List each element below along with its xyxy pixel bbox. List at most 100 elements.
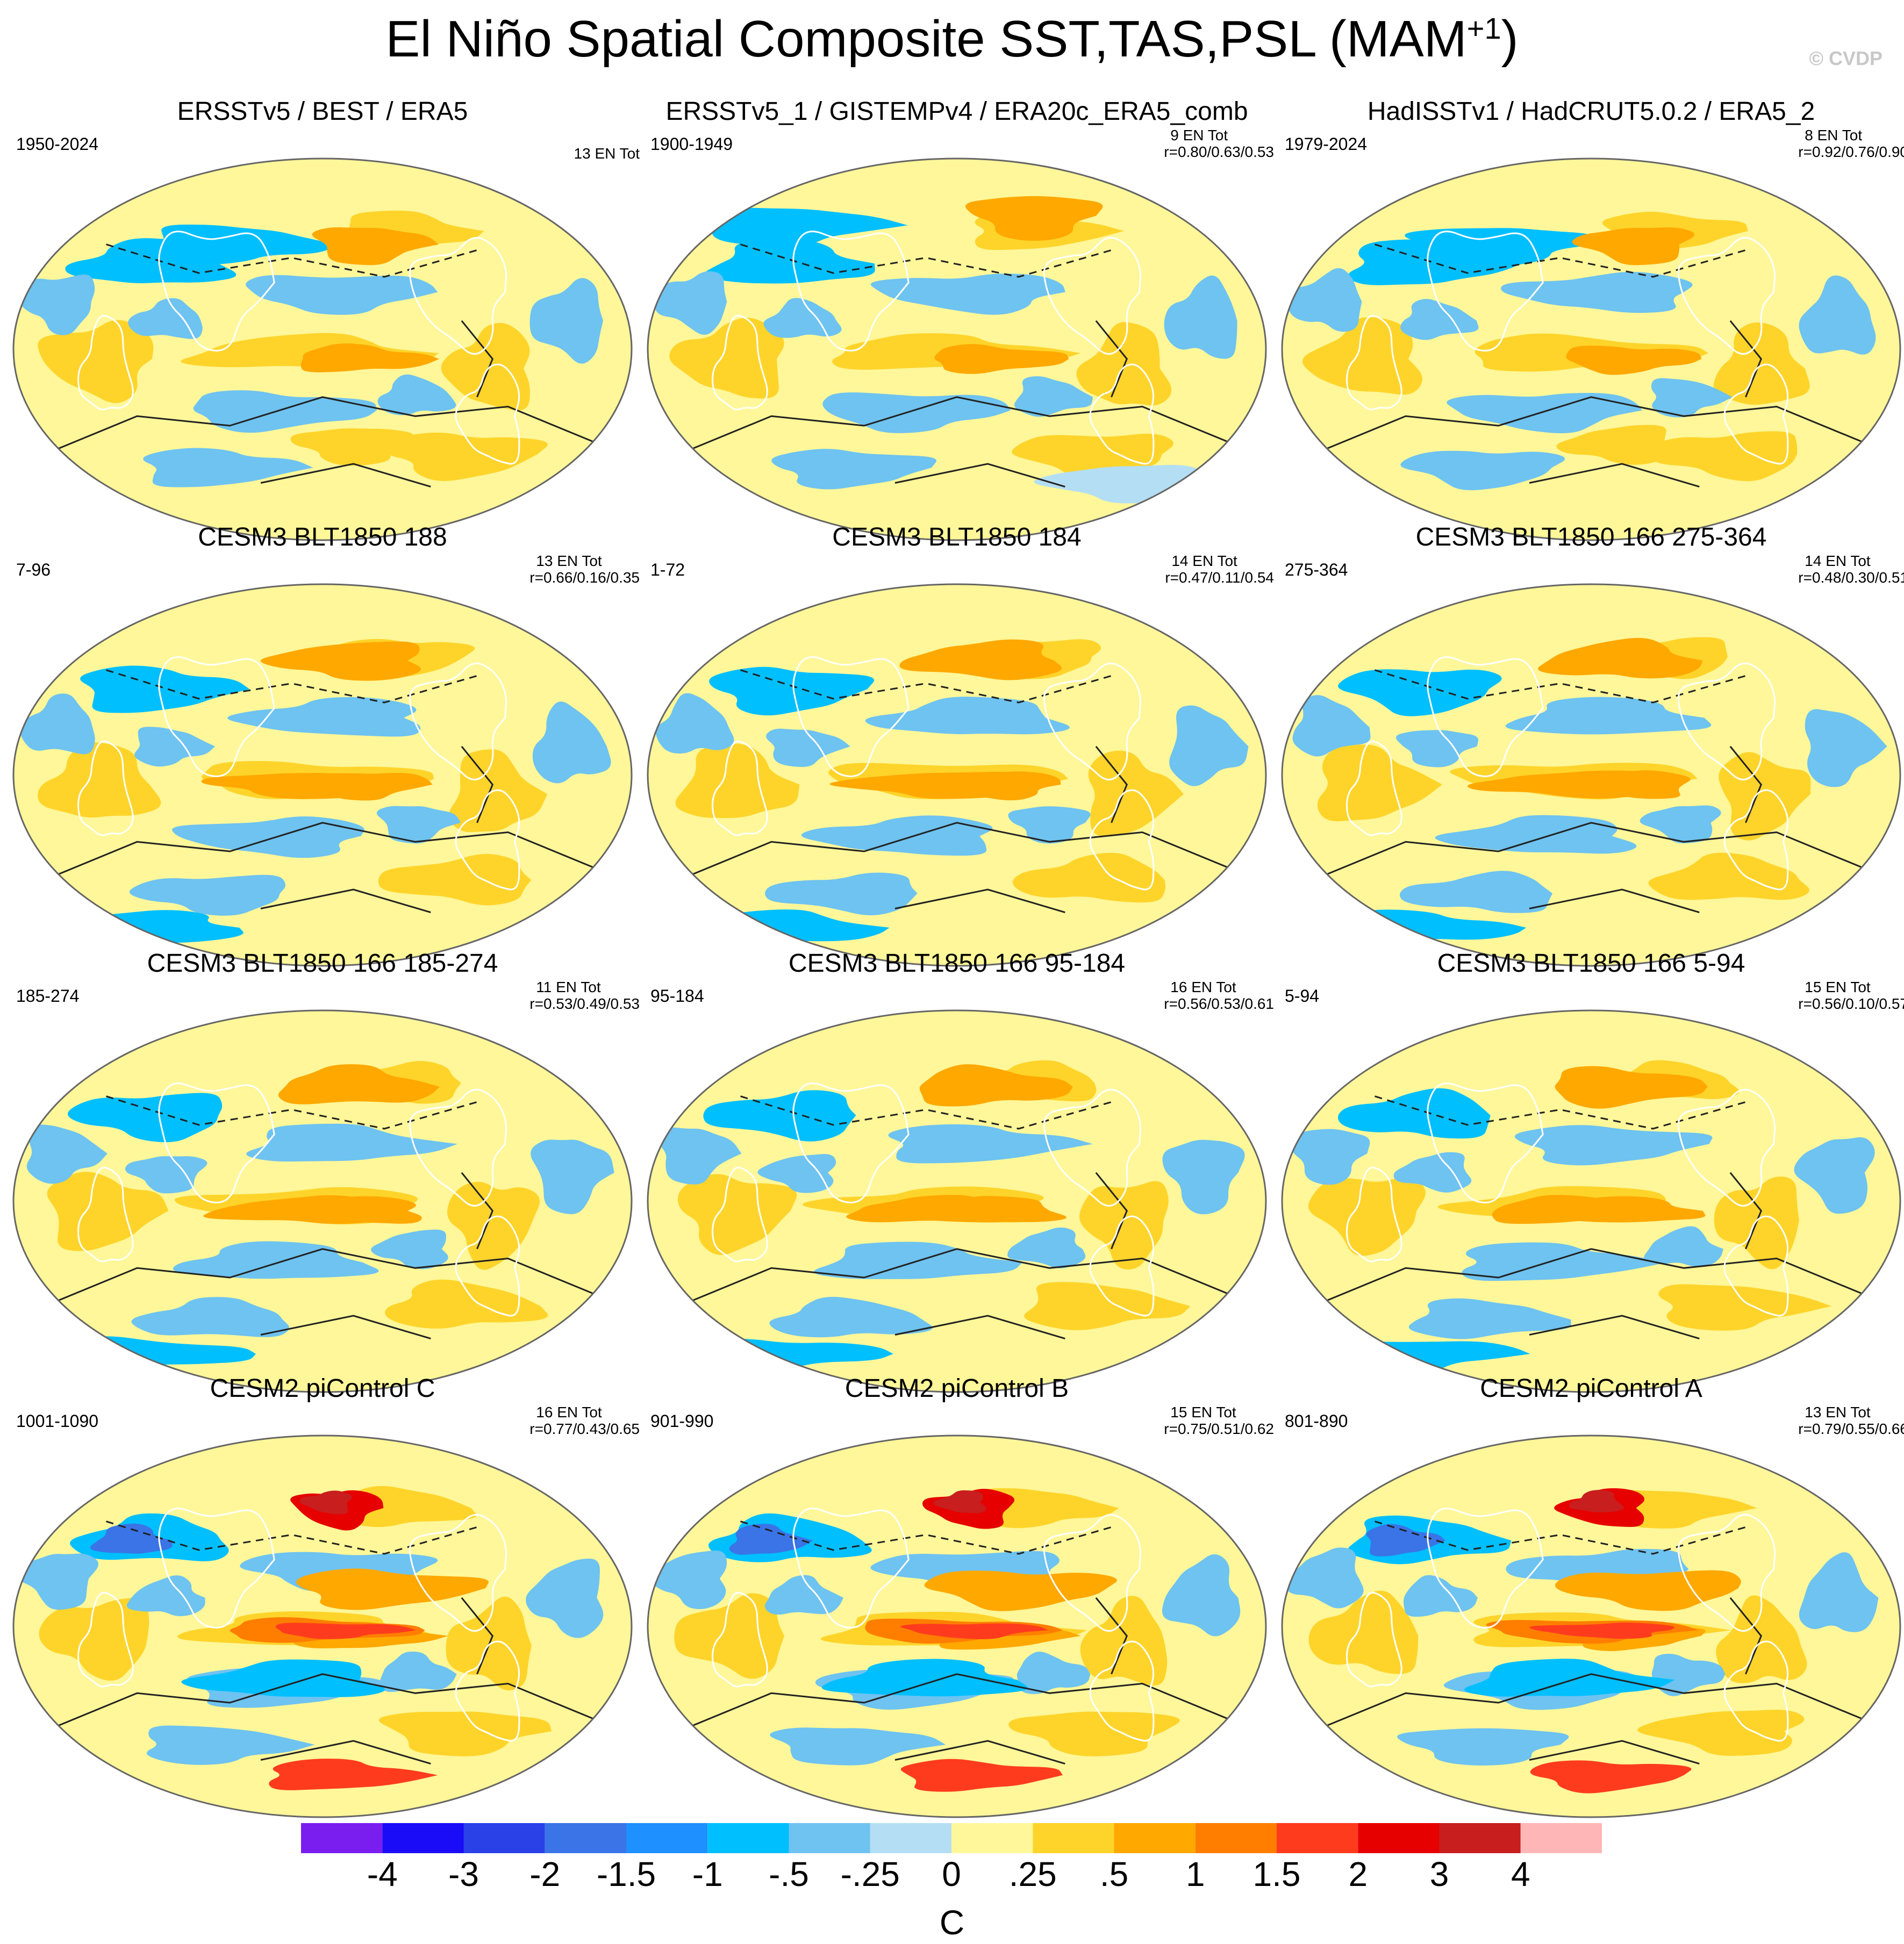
event-count: 8 EN Tot: [1805, 127, 1863, 144]
colorbar-tick-label: 0: [942, 1855, 961, 1893]
psl-contour: [260, 888, 431, 914]
panel-stats: 16 EN Tot r=0.77/0.43/0.65: [529, 1404, 640, 1437]
anomaly-region: [709, 666, 875, 716]
anomaly-region: [20, 693, 95, 755]
anomaly-region: [1014, 376, 1093, 417]
anomaly-region: [965, 196, 1103, 241]
colorbar-tick-label: .5: [1099, 1855, 1129, 1893]
event-count: 14 EN Tot: [1805, 553, 1871, 569]
pattern-correlation: r=0.56/0.53/0.61: [1164, 995, 1274, 1012]
coastline: [77, 1591, 134, 1688]
coastline: [77, 314, 134, 411]
coastline: [1723, 1640, 1789, 1742]
title-superscript: +1: [1466, 11, 1501, 45]
anomaly-region: [771, 449, 937, 490]
anomaly-region: [1651, 1654, 1726, 1696]
anomaly-region: [1024, 1282, 1191, 1330]
psl-contour: [894, 1740, 1065, 1765]
anomaly-region: [300, 343, 439, 372]
psl-contour: [1529, 463, 1700, 488]
psl-contour: [740, 243, 1112, 278]
map-border: [647, 1009, 1267, 1393]
anomaly-region: [757, 1154, 836, 1193]
colorbar-swatch: [707, 1823, 789, 1853]
anomaly-region: [1408, 1298, 1571, 1339]
event-count: 9 EN Tot: [1170, 127, 1228, 144]
map-panel: CESM2 piControl B 901-990 15 EN Tot r=0.75/…: [640, 1374, 1274, 1818]
psl-contour: [894, 463, 1065, 488]
panel-period: 1-72: [650, 560, 685, 579]
robinson-map: [1281, 1434, 1901, 1818]
anomaly-region: [677, 1174, 797, 1255]
panel-title: ERSSTv5 / BEST / ERA5: [177, 97, 468, 126]
anomaly-region: [669, 318, 784, 399]
psl-contour: [678, 1673, 1236, 1732]
event-count: 15 EN Tot: [1170, 1404, 1236, 1421]
map-border: [647, 157, 1267, 541]
anomaly-region: [765, 872, 918, 915]
anomaly-region: [290, 428, 414, 466]
panel-title: HadISSTv1 / HadCRUT5.0.2 / ERA5_2: [1367, 97, 1815, 126]
psl-contour: [1529, 1740, 1700, 1765]
coastline: [409, 236, 507, 355]
anomaly-region: [934, 344, 1069, 374]
anomaly-region: [384, 1279, 548, 1329]
anomaly-region: [19, 274, 95, 335]
colorbar: [301, 1823, 1602, 1853]
coastline: [1089, 1215, 1155, 1317]
psl-contour: [1375, 669, 1746, 704]
coastline: [1043, 1513, 1142, 1632]
psl-contour: [106, 1095, 477, 1130]
anomaly-region: [1338, 669, 1502, 716]
anomaly-region: [1400, 450, 1565, 491]
event-count: 13 EN Tot: [1805, 1404, 1871, 1421]
colorbar-swatch: [789, 1823, 870, 1853]
anomaly-region: [1405, 228, 1597, 266]
pattern-correlation: r=0.75/0.51/0.62: [1164, 1421, 1274, 1437]
colorbar-unit: C: [939, 1903, 965, 1942]
pattern-correlation: r=0.48/0.30/0.51: [1798, 569, 1904, 586]
event-count: 14 EN Tot: [1171, 553, 1237, 569]
coastline: [409, 1088, 507, 1207]
psl-contour: [260, 1740, 431, 1765]
psl-contour: [1095, 745, 1128, 823]
anomaly-region: [1644, 1226, 1723, 1267]
psl-contour: [740, 669, 1112, 704]
robinson-map: [12, 1434, 633, 1818]
panel-title: CESM3 BLT1850 184: [832, 523, 1082, 551]
pattern-correlation: r=0.77/0.43/0.65: [529, 1421, 640, 1437]
panel-period: 185-274: [16, 986, 80, 1006]
anomaly-region: [766, 728, 850, 767]
anomaly-region: [129, 874, 286, 916]
panel-period: 1900-1949: [650, 134, 733, 154]
colorbar-tick-label: -.25: [840, 1855, 900, 1893]
panel-period: 901-990: [650, 1411, 714, 1431]
psl-contour: [461, 1172, 494, 1250]
main-title: El Niño Spatial Composite SST,TAS,PSL (M…: [0, 10, 1904, 69]
psl-contour: [106, 243, 477, 278]
event-count: 16 EN Tot: [1170, 979, 1236, 995]
coastline: [1043, 1088, 1142, 1207]
map-border: [1281, 1434, 1901, 1818]
anomaly-region: [1012, 852, 1166, 903]
colorbar-tick-label: -.5: [769, 1855, 809, 1893]
colorbar-tick-label: -1: [692, 1855, 723, 1893]
panel-period: 1979-2024: [1285, 134, 1368, 154]
anomaly-region: [933, 1490, 986, 1513]
anomaly-region: [657, 1127, 742, 1185]
event-count: 13 EN Tot: [536, 553, 602, 569]
map-border: [1281, 1009, 1901, 1393]
panel-title: CESM2 piControl A: [1480, 1374, 1702, 1403]
colorbar-tick-label: -1.5: [596, 1855, 656, 1893]
anomaly-region: [128, 298, 203, 339]
psl-contour: [44, 1248, 602, 1307]
robinson-map: [647, 157, 1267, 541]
anomaly-region: [1799, 1552, 1879, 1632]
anomaly-region: [16, 1553, 99, 1610]
anomaly-region: [126, 1575, 205, 1617]
anomaly-region: [371, 1229, 448, 1269]
event-count: 11 EN Tot: [536, 979, 601, 995]
coastline: [77, 740, 134, 836]
psl-contour: [44, 822, 602, 881]
anomaly-region: [1169, 705, 1249, 786]
